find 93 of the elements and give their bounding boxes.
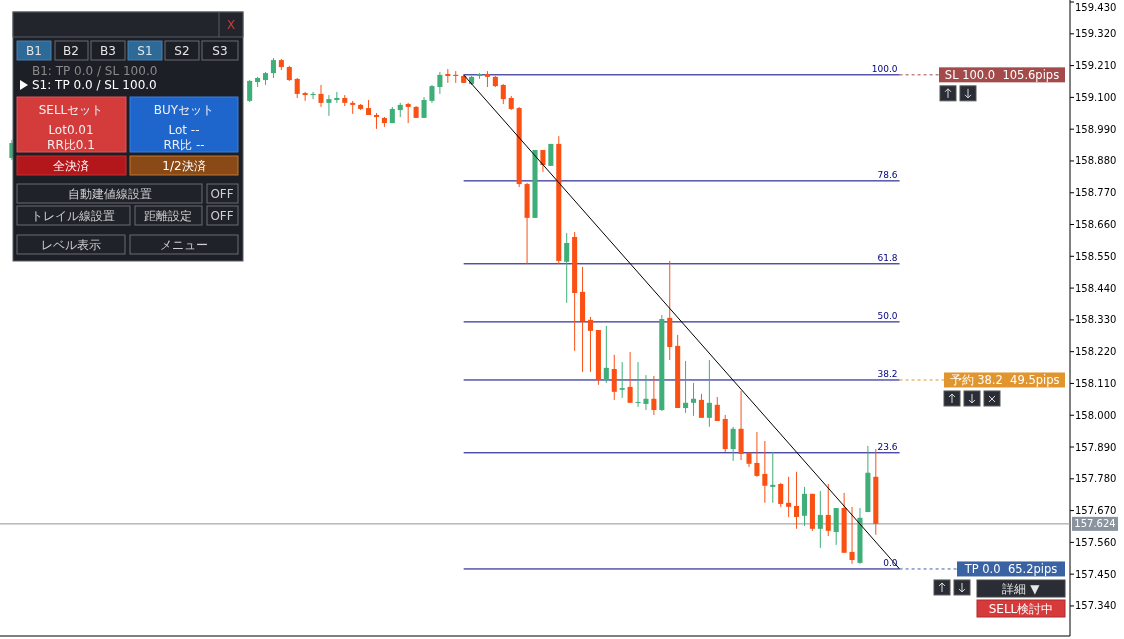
annotation: S1 — [137, 44, 153, 58]
y-tick-label: 158.770 — [1075, 187, 1117, 199]
annotation: 100.0 — [871, 63, 898, 74]
y-tick-label: 158.550 — [1075, 250, 1117, 262]
annotation: 61.8 — [877, 252, 898, 263]
candlestick — [326, 94, 332, 117]
annotation: X — [226, 18, 236, 32]
candlestick — [706, 359, 712, 428]
y-tick-label: 157.450 — [1075, 568, 1117, 580]
annotation: B1: TP 0.0 / SL 100.0 — [32, 64, 158, 78]
annotation: Lot -- — [168, 123, 200, 137]
annotation: OFF — [210, 209, 234, 223]
candlestick — [500, 83, 506, 105]
annotation: 距離設定 — [144, 209, 192, 223]
annotation: RR比 -- — [163, 138, 205, 152]
candlestick — [627, 351, 633, 404]
candlestick — [778, 482, 784, 508]
candlestick — [754, 431, 760, 478]
candlestick — [270, 57, 276, 79]
candlestick — [770, 451, 776, 504]
annotation: 78.6 — [877, 169, 898, 180]
candlestick — [849, 506, 855, 565]
ref-line-label: 157.624 — [1074, 518, 1116, 530]
annotation: RR比0.1 — [47, 138, 95, 152]
candlestick — [587, 316, 594, 373]
candlestick — [794, 471, 800, 530]
candlestick — [651, 375, 657, 416]
annotation: Lot0.01 — [48, 123, 94, 137]
y-tick-label: 159.430 — [1075, 1, 1117, 13]
annotation: 詳細 ▼ — [1002, 582, 1041, 596]
y-tick-label: 157.780 — [1075, 473, 1117, 485]
y-tick-label: 159.210 — [1075, 60, 1117, 72]
annotation: SL 100.0 105.6pips — [944, 67, 1060, 82]
annotation: S2 — [174, 44, 190, 58]
annotation: 全決済 — [53, 159, 89, 173]
annotation: トレイル線設置 — [31, 209, 115, 223]
annotation: 23.6 — [877, 441, 898, 452]
candlestick — [786, 476, 792, 518]
candlestick — [405, 102, 411, 124]
annotation: B2 — [63, 44, 79, 58]
annotation: レベル表示 — [41, 238, 101, 252]
y-tick-label: 158.000 — [1075, 409, 1117, 421]
annotation: 38.2 — [877, 368, 898, 379]
candlestick — [421, 96, 427, 119]
candlestick — [318, 84, 324, 108]
candlestick — [801, 486, 808, 527]
y-tick-label: 158.330 — [1075, 314, 1117, 326]
annotation: SELL検討中 — [988, 602, 1054, 616]
candlestick — [334, 91, 340, 104]
candlestick — [302, 91, 308, 102]
candlestick — [698, 393, 704, 419]
candlestick — [690, 382, 697, 417]
candlestick — [762, 440, 768, 504]
candlestick — [683, 360, 689, 414]
annotation: 0.0 — [883, 557, 898, 568]
y-tick-label: 158.110 — [1075, 377, 1117, 389]
candlestick — [635, 361, 641, 408]
y-tick-label: 157.340 — [1075, 600, 1117, 612]
candlestick — [564, 232, 570, 304]
annotation: メニュー — [160, 238, 208, 252]
candlestick — [437, 71, 443, 95]
annotation: S1: TP 0.0 / SL 100.0 — [32, 78, 157, 92]
annotation: 予約 38.2 49.5pips — [949, 372, 1060, 387]
candlestick — [603, 325, 609, 384]
candlestick — [833, 507, 839, 546]
annotation: B3 — [100, 44, 116, 58]
annotation: B1 — [26, 44, 42, 58]
y-tick-label: 157.890 — [1075, 441, 1117, 453]
candlestick — [294, 77, 300, 99]
y-tick-label: 158.220 — [1075, 346, 1117, 358]
y-tick-label: 157.670 — [1075, 505, 1117, 517]
candlestick — [643, 374, 649, 411]
candlestick — [619, 361, 625, 399]
y-tick-label: 158.880 — [1075, 155, 1117, 167]
candlestick — [611, 354, 617, 401]
candlestick — [825, 483, 831, 537]
y-tick-label: 159.320 — [1075, 28, 1117, 40]
y-tick-label: 158.990 — [1075, 123, 1117, 135]
annotation: OFF — [210, 187, 234, 201]
y-tick-label: 157.560 — [1075, 536, 1117, 548]
annotation: S3 — [212, 44, 228, 58]
annotation: 50.0 — [877, 310, 898, 321]
annotation: TP 0.0 65.2pips — [963, 561, 1058, 576]
y-tick-label: 158.440 — [1075, 282, 1117, 294]
candlestick — [817, 490, 823, 549]
y-tick-label: 158.660 — [1075, 219, 1117, 231]
annotation: BUYセット — [153, 103, 215, 117]
annotation: 自動建値線設置 — [68, 187, 152, 201]
candlestick — [730, 426, 736, 462]
annotation: SELLセット — [38, 103, 104, 117]
annotation: 1/2決済 — [162, 159, 206, 173]
candlestick — [247, 79, 253, 103]
y-tick-label: 159.100 — [1075, 91, 1117, 103]
